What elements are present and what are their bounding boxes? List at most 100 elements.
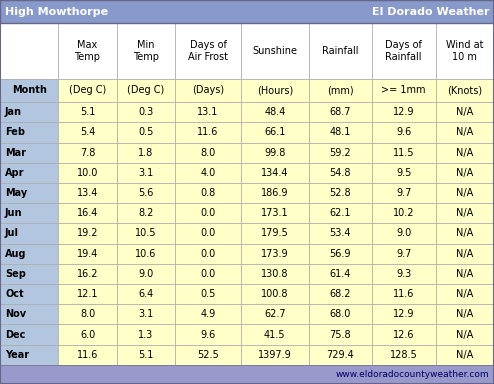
Bar	[58, 304, 117, 324]
Text: 0.8: 0.8	[201, 188, 215, 198]
Bar	[309, 163, 371, 183]
Text: Feb: Feb	[5, 127, 25, 137]
Bar	[371, 324, 436, 345]
Text: N/A: N/A	[456, 310, 473, 319]
Text: 9.6: 9.6	[396, 127, 412, 137]
Bar	[117, 163, 175, 183]
Bar	[436, 264, 494, 284]
Bar	[117, 122, 175, 142]
Bar	[309, 345, 371, 365]
Bar	[241, 304, 309, 324]
Bar	[436, 304, 494, 324]
Text: 53.4: 53.4	[329, 228, 351, 238]
Text: 8.2: 8.2	[138, 208, 154, 218]
Bar	[436, 163, 494, 183]
Bar	[117, 79, 175, 102]
Bar	[309, 203, 371, 223]
Bar	[117, 243, 175, 264]
Text: 173.1: 173.1	[261, 208, 288, 218]
Bar	[58, 122, 117, 142]
Bar	[241, 23, 309, 79]
Text: 99.8: 99.8	[264, 147, 286, 158]
Bar	[0, 243, 58, 264]
Text: 12.9: 12.9	[393, 107, 414, 117]
Bar	[117, 264, 175, 284]
Text: 41.5: 41.5	[264, 329, 286, 339]
Text: N/A: N/A	[456, 249, 473, 259]
Text: 9.7: 9.7	[396, 188, 412, 198]
Text: N/A: N/A	[456, 188, 473, 198]
Bar	[241, 183, 309, 203]
Text: 10.6: 10.6	[135, 249, 157, 259]
Text: Dec: Dec	[5, 329, 25, 339]
Bar	[58, 142, 117, 163]
Bar	[117, 102, 175, 122]
Text: 5.1: 5.1	[80, 107, 95, 117]
Bar	[0, 79, 58, 102]
Bar	[175, 142, 241, 163]
Bar	[175, 23, 241, 79]
Bar	[117, 183, 175, 203]
Text: N/A: N/A	[456, 208, 473, 218]
Bar	[0, 102, 58, 122]
Text: 6.0: 6.0	[80, 329, 95, 339]
Bar	[175, 264, 241, 284]
Text: El Dorado Weather: El Dorado Weather	[371, 7, 489, 17]
Bar	[175, 183, 241, 203]
Bar	[371, 345, 436, 365]
Bar	[371, 122, 436, 142]
Text: 1.3: 1.3	[138, 329, 154, 339]
Bar	[309, 183, 371, 203]
Text: 62.7: 62.7	[264, 310, 286, 319]
Bar	[371, 102, 436, 122]
Text: (Deg C): (Deg C)	[127, 85, 165, 95]
Text: Wind at
10 m: Wind at 10 m	[446, 40, 484, 62]
Bar	[58, 79, 117, 102]
Bar	[175, 203, 241, 223]
Text: Mar: Mar	[5, 147, 26, 158]
Text: 128.5: 128.5	[390, 350, 417, 360]
Bar	[241, 345, 309, 365]
Bar	[58, 183, 117, 203]
Text: 0.0: 0.0	[201, 269, 215, 279]
Bar	[371, 203, 436, 223]
Text: May: May	[5, 188, 27, 198]
Bar	[309, 23, 371, 79]
Text: 0.0: 0.0	[201, 249, 215, 259]
Text: 10.5: 10.5	[135, 228, 157, 238]
Text: Jun: Jun	[5, 208, 23, 218]
Bar	[309, 304, 371, 324]
Bar	[436, 203, 494, 223]
Bar	[0, 122, 58, 142]
Text: 10.2: 10.2	[393, 208, 414, 218]
Text: N/A: N/A	[456, 147, 473, 158]
Text: 1.8: 1.8	[138, 147, 154, 158]
Text: 11.5: 11.5	[393, 147, 414, 158]
Bar	[175, 243, 241, 264]
Text: 54.8: 54.8	[329, 168, 351, 178]
Bar	[371, 163, 436, 183]
Bar	[117, 203, 175, 223]
Bar	[241, 122, 309, 142]
Text: Oct: Oct	[5, 289, 24, 299]
Bar	[436, 79, 494, 102]
Text: Max
Temp: Max Temp	[75, 40, 100, 62]
Bar	[309, 102, 371, 122]
Bar	[175, 79, 241, 102]
Text: (mm): (mm)	[327, 85, 354, 95]
Text: 52.5: 52.5	[197, 350, 219, 360]
Bar	[436, 345, 494, 365]
Bar	[0, 142, 58, 163]
Text: (Hours): (Hours)	[257, 85, 293, 95]
Text: 8.0: 8.0	[201, 147, 215, 158]
Text: 19.2: 19.2	[77, 228, 98, 238]
Text: 130.8: 130.8	[261, 269, 288, 279]
Bar	[175, 304, 241, 324]
Text: Jul: Jul	[5, 228, 19, 238]
Text: Min
Temp: Min Temp	[133, 40, 159, 62]
Text: 0.5: 0.5	[138, 127, 154, 137]
Text: 100.8: 100.8	[261, 289, 288, 299]
Bar	[117, 284, 175, 304]
Text: 5.6: 5.6	[138, 188, 154, 198]
Text: Month: Month	[12, 85, 46, 95]
